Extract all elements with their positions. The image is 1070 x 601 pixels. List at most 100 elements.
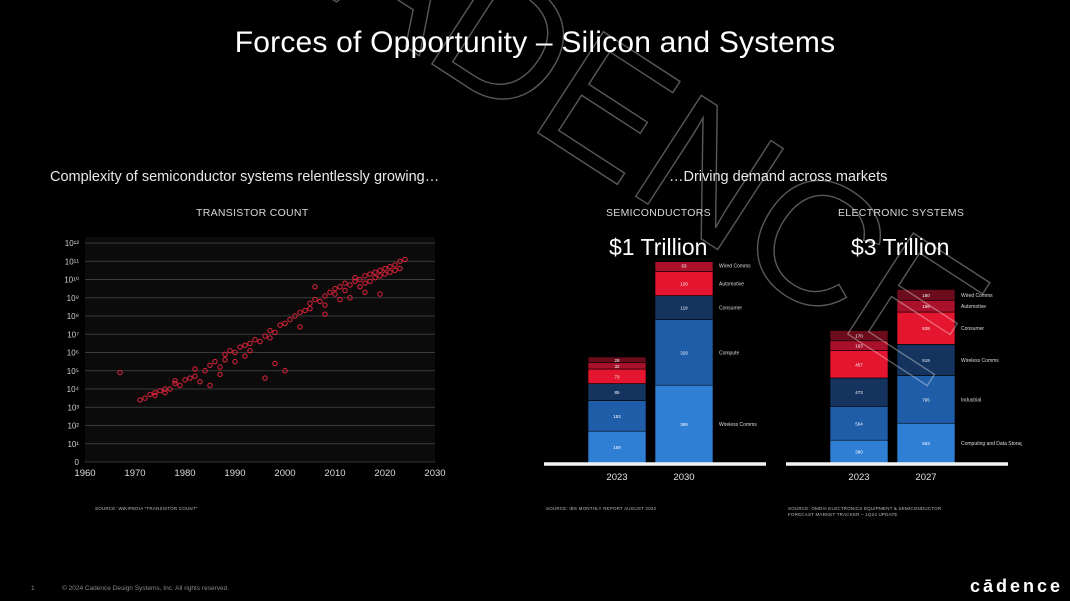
category-label: 2023	[848, 472, 869, 483]
bar-segment	[829, 330, 889, 342]
data-point	[277, 322, 283, 328]
data-point	[382, 271, 388, 277]
data-point	[267, 335, 273, 341]
data-point	[347, 282, 353, 288]
bar-value-label: 32	[614, 364, 620, 369]
data-point	[337, 296, 343, 303]
data-point	[342, 280, 348, 286]
data-point	[202, 368, 208, 374]
data-point	[287, 316, 293, 323]
data-point	[312, 284, 318, 290]
category-label: 2027	[915, 472, 936, 483]
data-point	[262, 375, 268, 381]
data-point	[117, 369, 123, 376]
data-point	[232, 358, 238, 365]
bar-segment	[896, 311, 956, 345]
bar-value-label: 153	[613, 414, 621, 419]
y-tick-label: 10¹	[67, 440, 79, 449]
x-tick-label: 1970	[124, 468, 145, 479]
data-point	[192, 366, 198, 372]
data-point	[292, 313, 298, 319]
y-tick-label: 10³	[67, 403, 79, 412]
data-point	[207, 362, 213, 368]
x-tick-label: 1960	[74, 468, 95, 479]
legend-label: Wired Comms	[961, 293, 993, 299]
semis-source: SOURCE: IBS MONTHLY REPORT AUGUST 2022	[546, 506, 657, 511]
bar-value-label: 519	[922, 358, 930, 363]
bar-segment	[587, 356, 647, 363]
bar-value-label: 170	[855, 334, 863, 339]
data-point	[347, 295, 353, 301]
data-point	[332, 285, 338, 292]
bar-value-label: 795	[922, 397, 930, 402]
y-tick-label: 10⁹	[67, 294, 79, 303]
data-point	[272, 360, 278, 367]
y-tick-label: 0	[75, 458, 80, 467]
data-point	[317, 298, 323, 305]
y-tick-label: 10²	[67, 422, 79, 431]
data-point	[337, 284, 343, 290]
data-point	[267, 327, 273, 334]
data-point	[147, 391, 153, 398]
bar-segment	[654, 262, 714, 272]
bar-value-label: 159	[613, 445, 621, 450]
data-point	[342, 287, 348, 294]
bar-value-label: 539	[922, 326, 930, 331]
systems-headline: $3 Trillion	[851, 234, 950, 260]
data-point	[402, 256, 408, 263]
data-point	[282, 320, 288, 327]
cadence-logo: cādence	[970, 576, 1064, 596]
data-point	[357, 276, 363, 283]
bar-value-label: 180	[922, 293, 930, 298]
data-point	[212, 358, 218, 365]
data-point	[232, 349, 238, 356]
data-point	[162, 389, 168, 396]
bar-value-label: 389	[680, 422, 688, 427]
data-point	[282, 368, 288, 374]
data-point	[387, 264, 393, 270]
legend-label: Automotive	[961, 304, 986, 310]
bar-value-label: 28	[614, 358, 620, 363]
data-point	[352, 278, 358, 285]
data-point	[397, 265, 403, 272]
data-point	[227, 347, 233, 354]
legend-label: Compute	[719, 350, 740, 356]
data-point	[357, 284, 363, 290]
data-point	[297, 309, 303, 316]
bar-value-label: 85	[614, 390, 620, 395]
data-point	[322, 302, 328, 308]
legend-label: Wireless Comms	[961, 358, 999, 364]
y-tick-label: 10⁶	[67, 349, 79, 358]
data-point	[362, 273, 368, 279]
footer-copyright: © 2024 Cadence Design Systems, Inc. All …	[62, 585, 230, 592]
transistor-count-chart: 0 10¹ 10² 10³ 10⁴ 10⁵ 10⁶ 10⁷ 10⁸ 10⁹ 10¹⁰ 10¹¹ 10¹²…	[64, 237, 446, 479]
bar-segment	[587, 400, 647, 432]
plot-area	[85, 237, 435, 462]
y-tick-label: 10⁷	[67, 330, 79, 339]
x-tick-label: 2010	[324, 468, 345, 479]
data-point	[377, 267, 383, 274]
data-point	[307, 306, 313, 312]
bar-segment	[654, 271, 714, 296]
data-point	[382, 265, 388, 272]
category-label: 2030	[673, 472, 694, 483]
data-point	[257, 338, 263, 345]
left-subtitle: Complexity of semiconductor systems rele…	[50, 169, 440, 185]
data-point	[222, 351, 228, 358]
y-tick-label: 10⁵	[67, 367, 79, 376]
page-title: Forces of Opportunity – Silicon and Syst…	[234, 26, 836, 59]
data-point	[307, 300, 313, 306]
data-point	[362, 280, 368, 286]
data-point	[322, 293, 328, 299]
data-point	[177, 382, 183, 389]
bar-segment	[829, 377, 889, 407]
data-point	[247, 347, 253, 354]
bar-segment	[829, 406, 889, 441]
bar-segment	[896, 344, 956, 376]
transistor-source: SOURCE: WIKIPEDIA "TRANSISTOR COUNT"	[95, 506, 198, 511]
data-point	[362, 289, 368, 295]
data-point	[252, 337, 258, 343]
data-point	[222, 357, 228, 363]
data-point	[372, 274, 378, 281]
data-point	[242, 353, 248, 359]
